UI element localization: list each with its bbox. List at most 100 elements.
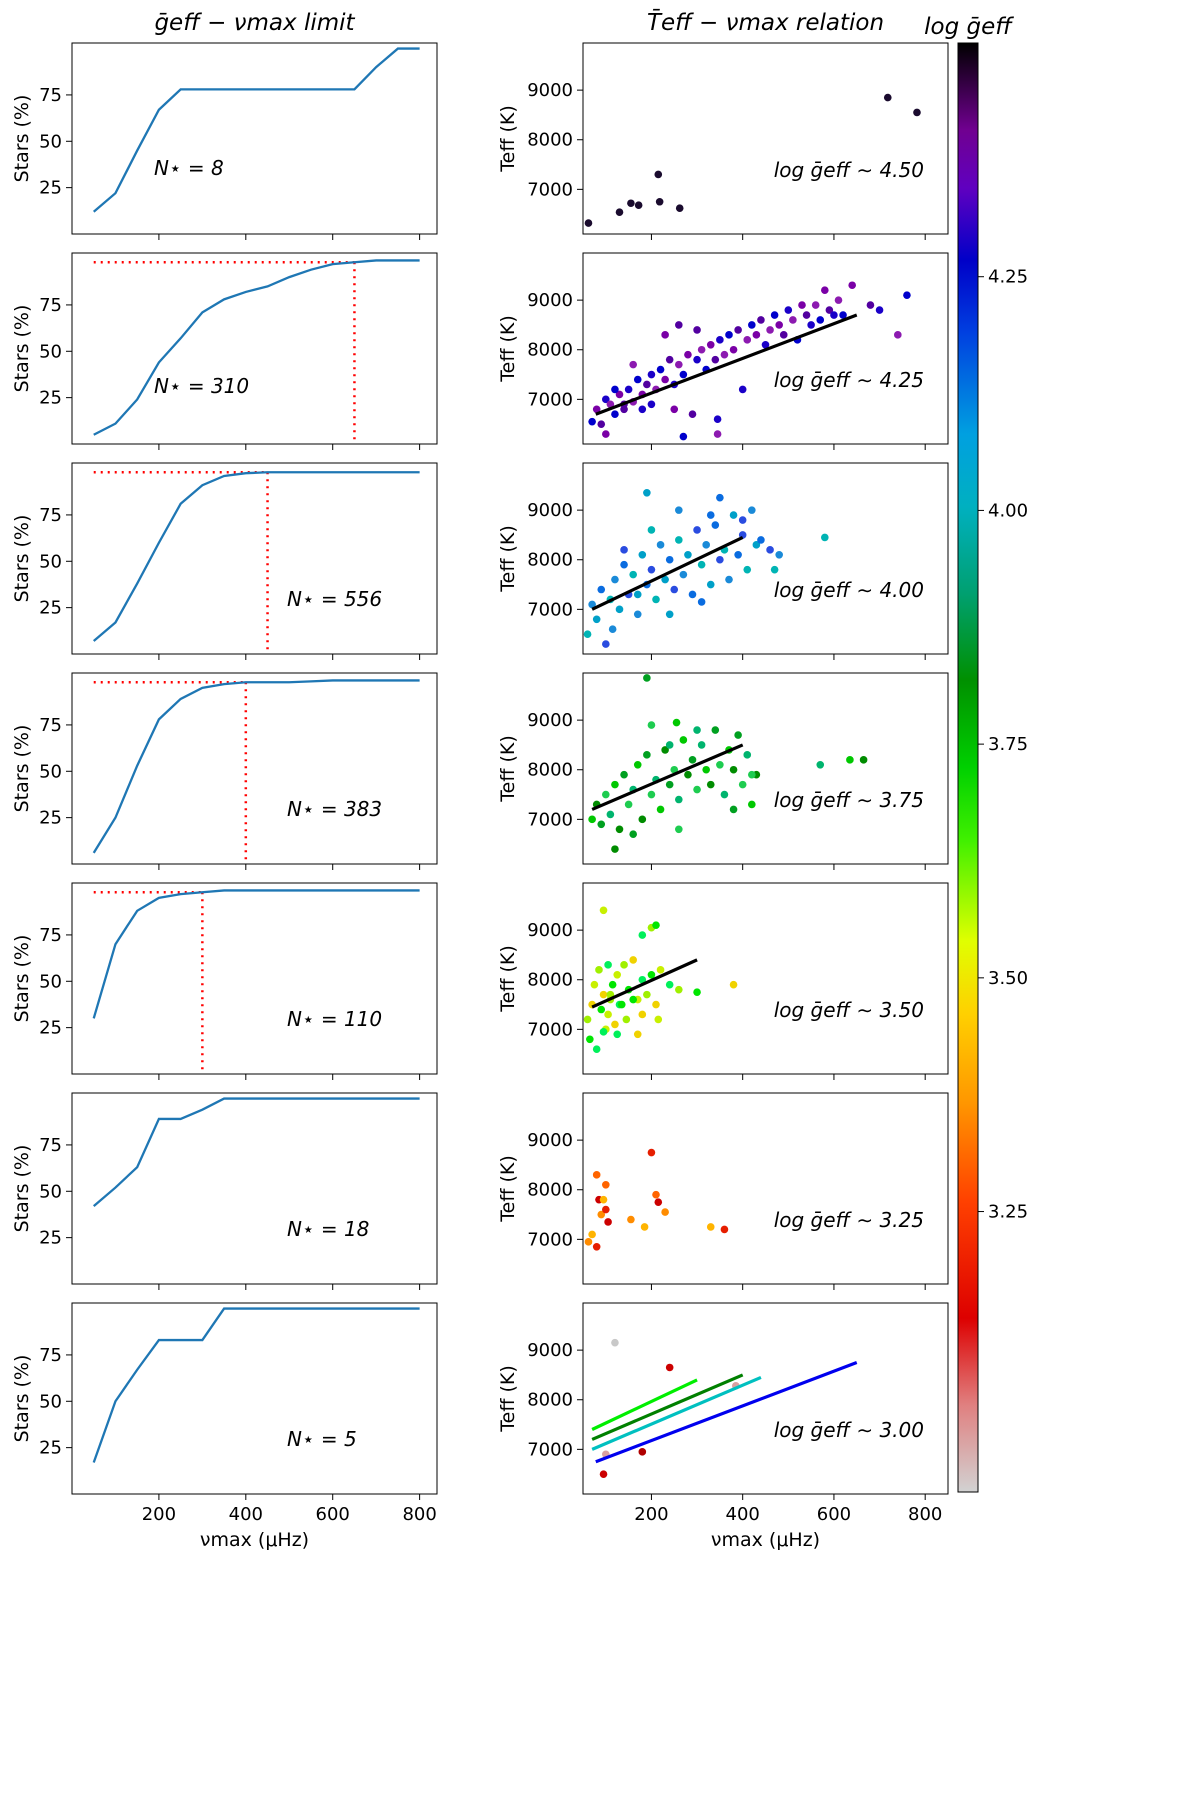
- scatter-point: [697, 345, 706, 354]
- scatter-point: [665, 1363, 674, 1372]
- y-axis-label: Stars (%): [11, 305, 33, 393]
- y-tick-label: 50: [39, 971, 62, 992]
- y-axis-label: Stars (%): [11, 515, 33, 603]
- y-tick-label: 7000: [527, 1229, 573, 1250]
- scatter-point: [665, 780, 674, 789]
- y-tick-label: 75: [39, 1135, 62, 1156]
- scatter-point: [725, 575, 733, 584]
- scatter-point: [638, 975, 647, 984]
- y-axis-label: Teff (K): [497, 315, 519, 382]
- scatter-point: [597, 420, 606, 428]
- y-tick-label: 8000: [527, 760, 573, 781]
- scatter-point: [821, 286, 829, 295]
- colorbar-tick-label: 4.25: [988, 267, 1028, 288]
- scatter-point: [599, 1028, 608, 1036]
- scatter-point: [661, 746, 669, 754]
- scatter-point: [816, 316, 825, 324]
- scatter-point: [634, 201, 643, 210]
- scatter-point: [643, 751, 651, 759]
- y-tick-label: 8000: [527, 1180, 573, 1201]
- scatter-point: [654, 1015, 663, 1024]
- scatter-point: [693, 785, 701, 794]
- scatter-point: [643, 674, 651, 682]
- scatter-point: [652, 1000, 660, 1009]
- scatter-point: [675, 321, 683, 329]
- scatter-point: [638, 1448, 647, 1456]
- scatter-point: [604, 961, 612, 969]
- scatter-point: [602, 1205, 610, 1214]
- y-tick-label: 7000: [527, 389, 573, 410]
- y-tick-label: 8000: [527, 550, 573, 571]
- scatter-point: [647, 970, 656, 979]
- y-tick-label: 50: [39, 341, 62, 362]
- y-axis-label: Stars (%): [11, 95, 33, 183]
- scatter-point: [665, 555, 674, 564]
- fit-line: [591, 958, 698, 1009]
- scatter-point: [633, 590, 642, 599]
- right-panel-frame: [582, 42, 949, 235]
- star-count-annotation: N⋆ = 383: [287, 797, 382, 821]
- scatter-point: [633, 760, 642, 769]
- y-tick-label: 7000: [527, 1019, 573, 1040]
- scatter-point: [913, 108, 921, 117]
- right-panel-frame: [582, 1092, 949, 1285]
- y-axis-label: Stars (%): [11, 1145, 33, 1233]
- logg-annotation: log ḡeff ∼ 3.00: [774, 1418, 924, 1442]
- right-panel-2: 7000 8000 9000 Teff (K) log ḡeff ∼ 4.25: [497, 252, 949, 450]
- star-count-annotation: N⋆ = 18: [287, 1217, 369, 1241]
- scatter-point: [729, 511, 738, 519]
- scatter-point: [611, 575, 619, 584]
- y-tick-label: 9000: [527, 290, 573, 311]
- logg-annotation: log ḡeff ∼ 3.25: [774, 1208, 924, 1232]
- y-tick-label: 7000: [527, 179, 573, 200]
- scatter-point: [894, 331, 902, 339]
- y-tick-label: 8000: [527, 1390, 573, 1411]
- scatter-point: [720, 1225, 729, 1234]
- right-panel-frame: [582, 252, 949, 445]
- y-tick-label: 50: [39, 551, 62, 572]
- scatter-point: [752, 331, 761, 339]
- scatter-point: [679, 370, 688, 379]
- scatter-point: [729, 765, 738, 774]
- x-tick-label: 200: [634, 1504, 668, 1525]
- left-panel-7: 25 50 75 200 400 600 800 Stars (%) N⋆ = 5: [11, 1302, 438, 1525]
- scatter-point: [643, 488, 651, 497]
- scatter-point: [588, 1230, 596, 1239]
- scatter-point: [647, 370, 656, 379]
- scatter-point: [684, 350, 692, 359]
- scatter-point: [684, 770, 692, 779]
- y-tick-label: 50: [39, 761, 62, 782]
- y-tick-label: 75: [39, 85, 62, 106]
- scatter-point: [611, 780, 619, 789]
- stars-percent-line: [92, 471, 420, 642]
- fit-line: [591, 1375, 762, 1451]
- x-tick-label: 400: [229, 1504, 263, 1525]
- y-tick-label: 75: [39, 715, 62, 736]
- scatter-point: [647, 790, 656, 799]
- star-count-annotation: N⋆ = 556: [287, 587, 382, 611]
- scatter-point: [734, 326, 742, 334]
- left-panel-frame: [71, 672, 438, 865]
- scatter-point: [665, 355, 674, 364]
- scatter-point: [693, 726, 701, 734]
- star-count-annotation: N⋆ = 8: [154, 156, 224, 180]
- right-panel-6: 7000 8000 9000 Teff (K) log ḡeff ∼ 3.25: [497, 1092, 949, 1290]
- scatter-point: [633, 375, 642, 384]
- right-panel-3: 7000 8000 9000 Teff (K) log ḡeff ∼ 4.00: [497, 462, 949, 660]
- scatter-point: [656, 541, 665, 549]
- scatter-point: [652, 1190, 660, 1199]
- scatter-point: [624, 800, 633, 809]
- scatter-point: [716, 493, 724, 502]
- star-count-annotation: N⋆ = 5: [287, 1427, 357, 1451]
- y-tick-label: 25: [39, 598, 62, 619]
- stars-percent-line: [92, 1307, 420, 1463]
- scatter-point: [611, 845, 619, 853]
- scatter-point: [629, 956, 637, 964]
- left-panel-frame: [71, 1302, 438, 1495]
- scatter-point: [647, 526, 656, 534]
- left-panel-4: 25 50 75 Stars (%) N⋆ = 383: [11, 672, 438, 870]
- scatter-point: [622, 1015, 631, 1024]
- y-axis-label: Teff (K): [497, 945, 519, 1012]
- logg-annotation: log ḡeff ∼ 4.25: [774, 368, 924, 392]
